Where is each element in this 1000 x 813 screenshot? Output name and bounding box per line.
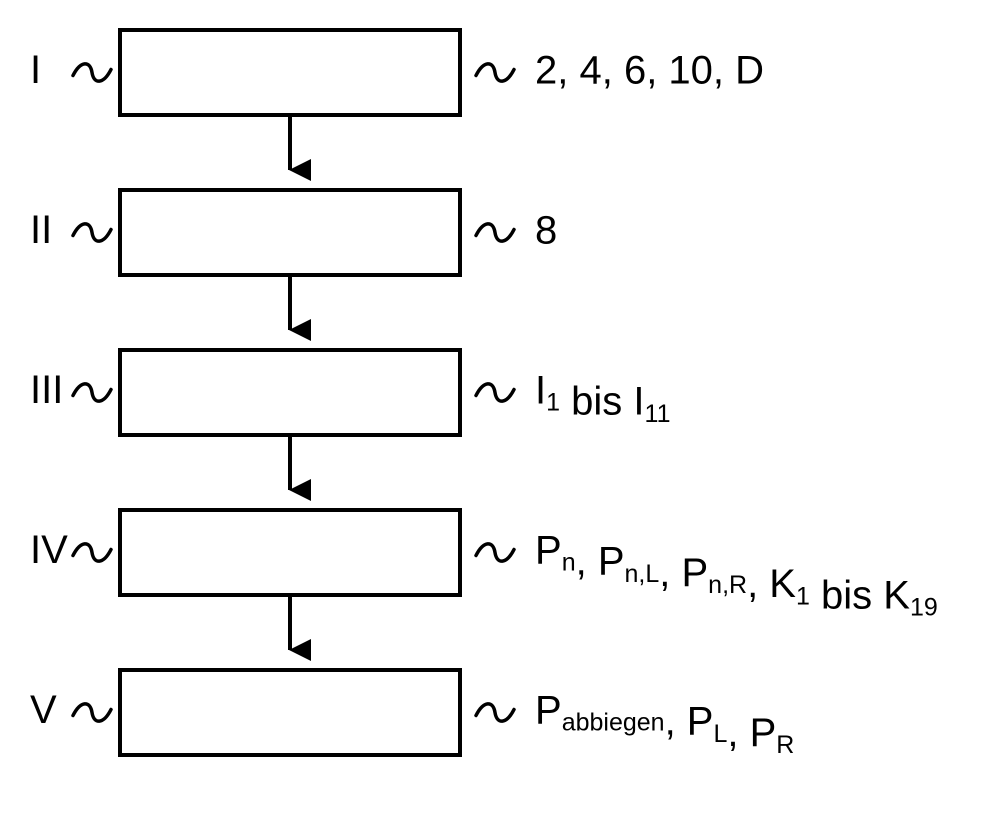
step-annotation-label: Pabbiegen, PL, PR <box>535 688 794 759</box>
step-roman-label: III <box>30 368 63 412</box>
leader-tilde-right <box>476 224 514 241</box>
step-1: I 2, 4, 6, 10, D <box>30 30 764 115</box>
process-box <box>120 190 460 275</box>
leader-tilde-left <box>73 384 111 401</box>
step-roman-label: II <box>30 208 52 252</box>
step-roman-label: I <box>30 48 41 92</box>
leader-tilde-left <box>73 704 111 721</box>
leader-tilde-left <box>73 64 111 81</box>
leader-tilde-right <box>476 384 514 401</box>
step-roman-label: IV <box>30 528 68 572</box>
step-2: II 8 <box>30 190 557 275</box>
step-annotation-label: I1 bis I11 <box>535 368 670 427</box>
process-box <box>120 30 460 115</box>
step-annotation-label: Pn, Pn,L, Pn,R, K1 bis K19 <box>535 528 938 621</box>
leader-tilde-right <box>476 704 514 721</box>
leader-tilde-right <box>476 64 514 81</box>
step-3: III I1 bis I11 <box>30 350 670 435</box>
process-box <box>120 510 460 595</box>
step-roman-label: V <box>30 688 57 732</box>
step-annotation-label: 2, 4, 6, 10, D <box>535 48 764 92</box>
leader-tilde-left <box>73 224 111 241</box>
step-5: V Pabbiegen, PL, PR <box>30 670 794 759</box>
leader-tilde-right <box>476 544 514 561</box>
leader-tilde-left <box>73 544 111 561</box>
process-box <box>120 670 460 755</box>
step-4: IV Pn, Pn,L, Pn,R, K1 bis K19 <box>30 510 938 621</box>
step-annotation-label: 8 <box>535 208 557 252</box>
process-box <box>120 350 460 435</box>
